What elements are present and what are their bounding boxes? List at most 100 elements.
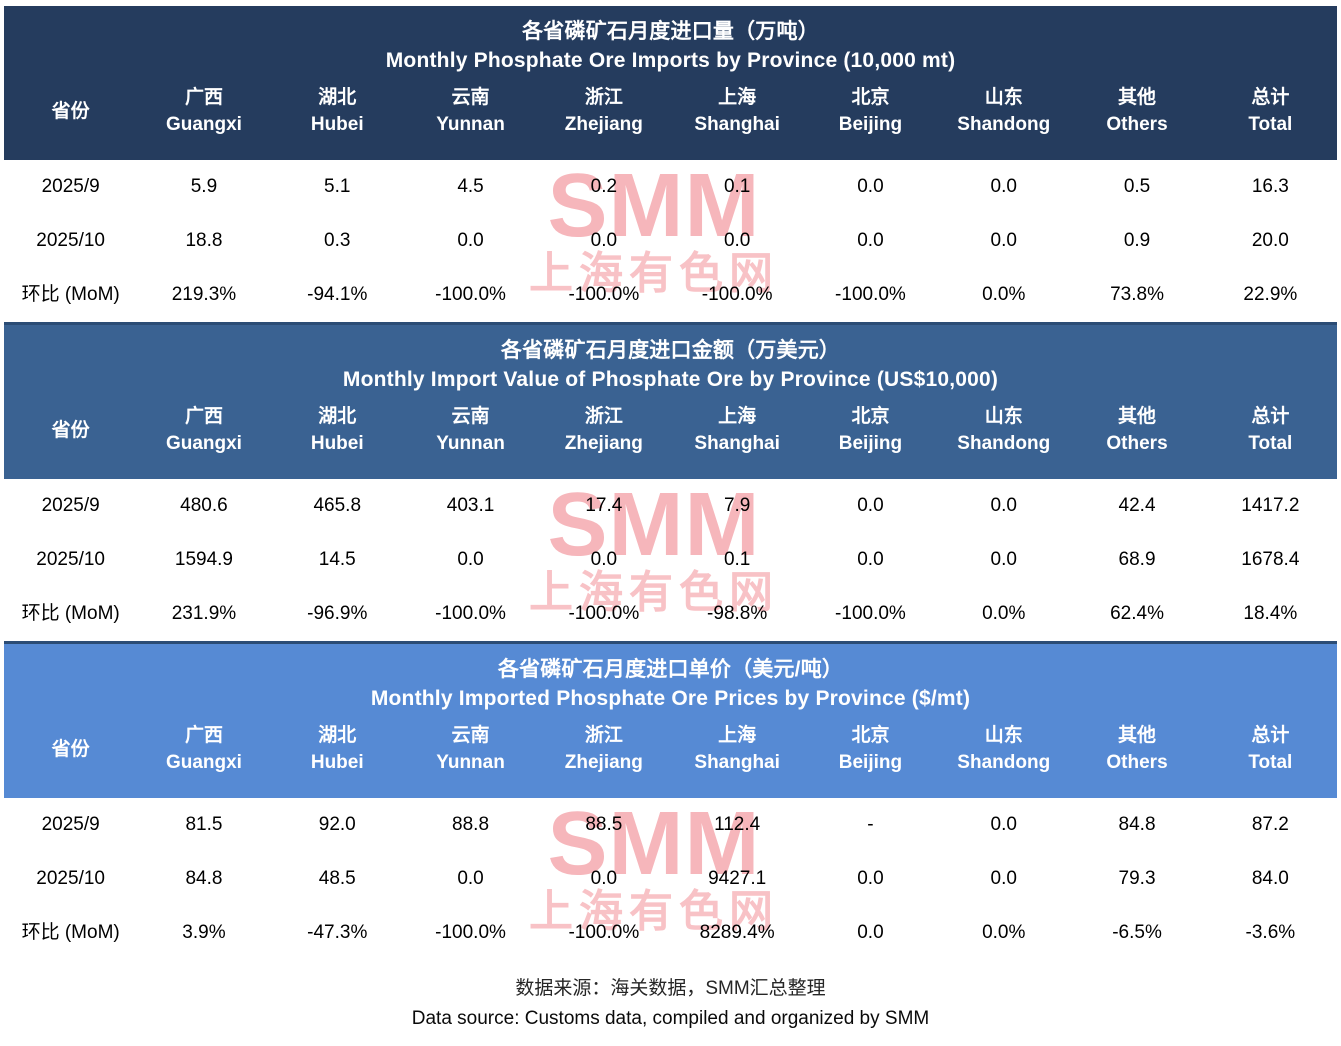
column-name-en: Shanghai xyxy=(694,752,780,773)
value-cell: 0.2 xyxy=(590,176,618,197)
column-header: 北京 Beijing xyxy=(804,722,937,776)
table-row: 2025/10 1594.9 14.5 0.0 0.0 0.1 0.0 0.0 68.9 1678… xyxy=(4,533,1337,587)
value-cell: 0.0 xyxy=(857,868,884,889)
value-cell: 62.4% xyxy=(1110,603,1164,624)
column-name-zh: 广西 xyxy=(184,406,223,427)
column-name-en: Beijing xyxy=(838,114,903,135)
value-cell: 0.0 xyxy=(590,549,618,570)
row-label: 环比 (MoM) xyxy=(21,284,120,305)
data-source-footer: 数据来源：海关数据，SMM汇总整理 Data source: Customs d… xyxy=(0,974,1341,1034)
column-name-en: Beijing xyxy=(838,433,903,454)
value-cell: 84.0 xyxy=(1251,868,1289,889)
value-cell: 79.3 xyxy=(1118,868,1156,889)
value-cell: -100.0% xyxy=(568,603,640,624)
value-cell: 0.0 xyxy=(857,176,884,197)
value-cell: 403.1 xyxy=(446,495,495,516)
value-cell: 0.0% xyxy=(982,922,1026,943)
row-label: 2025/10 xyxy=(36,230,105,251)
column-header: 云南 Yunnan xyxy=(404,722,537,776)
row-header-label: 省份 xyxy=(51,100,90,122)
watermark: SMM 上海有色网 xyxy=(523,156,785,299)
row-header-label: 省份 xyxy=(51,738,90,760)
column-header: 北京 Beijing xyxy=(804,84,937,138)
value-cell: 0.0 xyxy=(590,230,618,251)
value-cell: -100.0% xyxy=(435,922,506,943)
value-cell: -100.0% xyxy=(435,603,506,624)
value-cell: -6.5% xyxy=(1112,922,1162,943)
value-cell: 1594.9 xyxy=(174,549,233,570)
value-cell: 9427.1 xyxy=(708,868,767,889)
column-header-row: 省份 广西 Guangxi 湖北 Hubei 云南 Yunnan 浙江 Zhejiang 上海 Sh… xyxy=(4,84,1337,138)
value-cell: 14.5 xyxy=(318,549,356,570)
value-cell: -3.6% xyxy=(1245,922,1296,943)
value-cell: -100.0% xyxy=(835,603,906,624)
column-name-en: Shanghai xyxy=(694,433,780,454)
value-cell: 88.8 xyxy=(452,814,490,835)
column-header: 浙江 Zhejiang xyxy=(537,722,670,776)
value-cell: 20.0 xyxy=(1251,230,1289,251)
column-name-en: Hubei xyxy=(310,433,364,454)
column-name-zh: 浙江 xyxy=(584,406,623,427)
value-cell: 0.0 xyxy=(857,922,884,943)
table-monthly-import-volume: 各省磷矿石月度进口量（万吨） Monthly Phosphate Ore Impo… xyxy=(4,6,1337,325)
table-title-en: Monthly Phosphate Ore Imports by Provinc… xyxy=(385,49,956,72)
column-header: 总计 Total xyxy=(1204,722,1337,776)
table-title-zh: 各省磷矿石月度进口量（万吨） xyxy=(522,20,819,43)
value-cell: 48.5 xyxy=(318,868,356,889)
column-name-en: Guangxi xyxy=(165,114,242,135)
column-name-zh: 湖北 xyxy=(318,406,357,427)
column-name-zh: 上海 xyxy=(718,87,757,108)
column-header: 湖北 Hubei xyxy=(271,403,404,457)
value-cell: 0.0 xyxy=(857,549,884,570)
value-cell: - xyxy=(867,814,874,835)
smm-logo-watermark: SMM xyxy=(547,156,761,256)
row-label: 环比 (MoM) xyxy=(21,922,120,943)
table-title-zh: 各省磷矿石月度进口金额（万美元） xyxy=(500,339,841,362)
column-name-zh: 山东 xyxy=(984,725,1023,746)
row-label: 2025/9 xyxy=(41,814,100,835)
value-cell: 0.0% xyxy=(982,603,1026,624)
column-header: 上海 Shanghai xyxy=(671,722,804,776)
column-header: 上海 Shanghai xyxy=(671,403,804,457)
column-name-en: Shandong xyxy=(957,114,1051,135)
row-header-label: 省份 xyxy=(51,419,90,441)
column-name-en: Yunnan xyxy=(436,114,505,135)
smm-logo-watermark: SMM xyxy=(547,475,761,575)
value-cell: 0.5 xyxy=(1123,176,1151,197)
row-label: 2025/9 xyxy=(41,176,100,197)
value-cell: 0.0 xyxy=(990,495,1017,516)
column-name-zh: 浙江 xyxy=(584,87,623,108)
value-cell: 0.0 xyxy=(857,230,884,251)
value-cell: 73.8% xyxy=(1110,284,1164,305)
table-row: 2025/10 84.8 48.5 0.0 0.0 9427.1 0.0 0.0 79.3 84.… xyxy=(4,852,1337,906)
column-header: 湖北 Hubei xyxy=(271,722,404,776)
table-data-area: SMM 上海有色网 2025/9 5.9 5.1 4.5 0.2 0.1 0.0 0.0 0.5 16… xyxy=(4,160,1337,325)
column-name-en: Zhejiang xyxy=(564,752,643,773)
column-header: 山东 Shandong xyxy=(937,84,1070,138)
value-cell: 0.0 xyxy=(990,176,1017,197)
value-cell: 219.3% xyxy=(171,284,237,305)
column-name-en: Others xyxy=(1106,752,1168,773)
data-source-text-en: Data source: Customs data, compiled and … xyxy=(411,1008,930,1029)
table-header-band: 各省磷矿石月度进口单价（美元/吨） Monthly Imported Phosph… xyxy=(4,644,1337,798)
value-cell: 0.0 xyxy=(723,230,751,251)
value-cell: -100.0% xyxy=(835,284,906,305)
table-data-area: SMM 上海有色网 2025/9 480.6 465.8 403.1 17.4 7.9 0.0 0… xyxy=(4,479,1337,644)
table-row: 2025/9 5.9 5.1 4.5 0.2 0.1 0.0 0.0 0.5 16.3 xyxy=(4,160,1337,214)
value-cell: 4.5 xyxy=(457,176,484,197)
value-cell: -100.0% xyxy=(568,284,640,305)
watermark: SMM 上海有色网 xyxy=(523,475,785,618)
value-cell: 0.0 xyxy=(990,230,1017,251)
row-label: 环比 (MoM) xyxy=(21,603,120,624)
table-title-zh: 各省磷矿石月度进口单价（美元/吨） xyxy=(497,658,844,681)
value-cell: 87.2 xyxy=(1251,814,1289,835)
column-name-zh: 其他 xyxy=(1118,87,1157,108)
value-cell: 465.8 xyxy=(313,495,362,516)
value-cell: 18.8 xyxy=(185,230,223,251)
data-source-text-zh: 数据来源：海关数据，SMM汇总整理 xyxy=(515,978,826,999)
column-header: 湖北 Hubei xyxy=(271,84,404,138)
table-header-band: 各省磷矿石月度进口量（万吨） Monthly Phosphate Ore Impo… xyxy=(4,6,1337,160)
column-header: 其他 Others xyxy=(1070,722,1203,776)
row-label: 2025/10 xyxy=(36,868,105,889)
value-cell: -100.0% xyxy=(568,922,640,943)
